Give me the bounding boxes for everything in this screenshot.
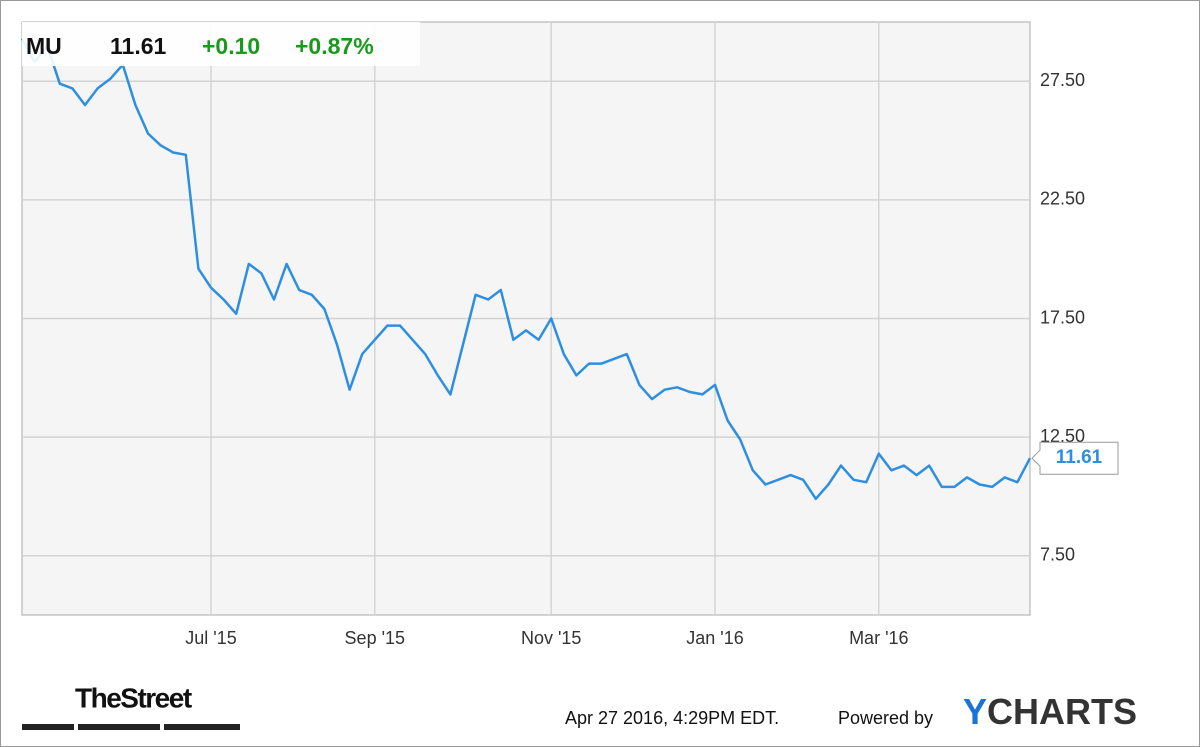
- price-line: [20, 38, 1032, 501]
- y-tick-label: 7.50: [1040, 544, 1075, 564]
- y-tick-label: 27.50: [1040, 70, 1085, 90]
- logo-bar: [22, 724, 74, 730]
- x-tick-label: Sep '15: [345, 628, 406, 648]
- y-tick-label: 12.50: [1040, 426, 1085, 446]
- x-tick-label: Nov '15: [521, 628, 581, 648]
- powered-by: Powered by: [838, 708, 933, 728]
- y-tick-label: 22.50: [1040, 189, 1085, 209]
- change-percent: +0.87%: [295, 33, 374, 59]
- price: 11.61: [110, 33, 166, 59]
- last-value-label: 11.61: [1056, 447, 1103, 468]
- source-logo: TheStreet: [75, 682, 192, 713]
- logo-bar: [164, 724, 240, 730]
- change: +0.10: [202, 33, 260, 59]
- logo-bar: [78, 724, 160, 730]
- symbol: MU: [26, 33, 62, 59]
- y-tick-label: 17.50: [1040, 307, 1085, 327]
- brand-logo: YCHARTS: [963, 691, 1137, 732]
- header-box: [22, 22, 420, 66]
- x-tick-label: Jul '15: [185, 628, 236, 648]
- timestamp: Apr 27 2016, 4:29PM EDT.: [565, 708, 779, 728]
- x-tick-label: Jan '16: [686, 628, 743, 648]
- last-value-box: [1031, 441, 1119, 475]
- x-tick-label: Mar '16: [849, 628, 908, 648]
